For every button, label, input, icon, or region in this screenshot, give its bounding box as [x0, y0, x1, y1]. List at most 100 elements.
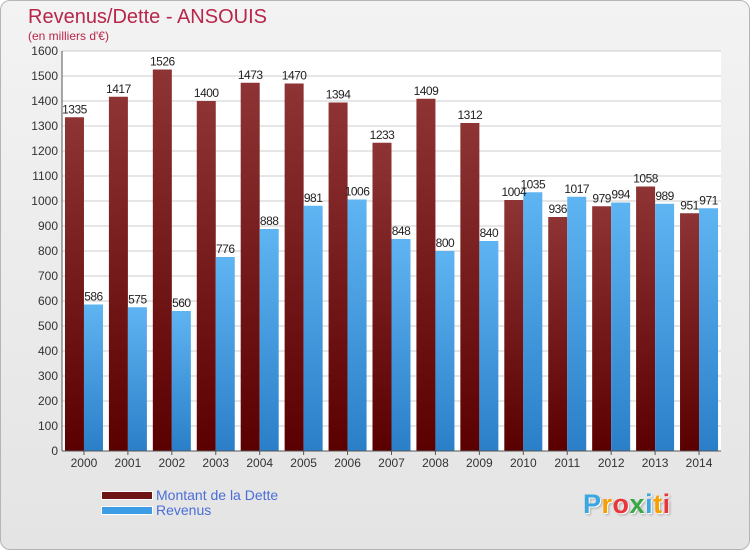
logo-letter: r: [601, 489, 613, 519]
data-label-revenus: 971: [699, 193, 718, 207]
bar-revenus: [303, 205, 323, 451]
bar-dette: [592, 206, 612, 451]
bar-revenus: [567, 196, 587, 451]
data-label-revenus: 776: [216, 242, 235, 256]
y-tick-label: 1500: [31, 69, 58, 83]
data-label-revenus: 981: [304, 191, 323, 205]
x-tick-label: 2014: [686, 456, 713, 470]
x-tick-label: 2008: [422, 456, 449, 470]
data-label-revenus: 840: [480, 226, 499, 240]
bar-dette: [680, 213, 700, 451]
y-tick-label: 100: [38, 419, 58, 433]
y-tick-label: 900: [38, 219, 58, 233]
bar-dette: [328, 102, 348, 451]
bar-revenus: [435, 251, 455, 451]
bar-dette: [636, 186, 656, 451]
y-tick-label: 300: [38, 369, 58, 383]
legend-swatch-revenus: [101, 506, 153, 515]
x-tick-label: 2007: [378, 456, 405, 470]
logo-letter: i: [645, 489, 654, 519]
y-tick-label: 800: [38, 244, 58, 258]
proxiti-logo: Proxiti: [583, 489, 671, 520]
y-tick-label: 1300: [31, 119, 58, 133]
bar-revenus: [523, 192, 543, 451]
x-tick-label: 2000: [71, 456, 98, 470]
logo-letter: i: [662, 489, 671, 519]
y-tick-label: 1100: [32, 169, 58, 183]
legend-label-dette: Montant de la Dette: [156, 487, 279, 503]
bar-dette: [152, 69, 172, 451]
data-label-revenus: 888: [260, 214, 279, 228]
bar-revenus: [479, 241, 499, 451]
x-tick-label: 2004: [246, 456, 273, 470]
bar-dette: [108, 96, 128, 451]
bar-revenus: [391, 239, 411, 451]
x-tick-label: 2010: [510, 456, 537, 470]
data-label-dette: 1400: [194, 86, 220, 100]
data-label-dette: 1394: [326, 88, 352, 102]
data-label-revenus: 1006: [345, 185, 371, 199]
y-tick-label: 400: [38, 344, 58, 358]
x-tick-label: 2005: [290, 456, 317, 470]
chart-title: Revenus/Dette - ANSOUIS: [28, 6, 267, 28]
data-label-dette: 1470: [282, 69, 308, 83]
data-label-revenus: 989: [655, 189, 674, 203]
y-tick-label: 1400: [31, 94, 58, 108]
x-tick-label: 2011: [554, 456, 580, 470]
x-tick-label: 2006: [334, 456, 361, 470]
y-tick-label: 600: [38, 294, 58, 308]
logo-letter: P: [583, 489, 602, 519]
x-tick-label: 2001: [115, 456, 142, 470]
bar-revenus: [127, 307, 147, 451]
y-tick-label: 1600: [31, 44, 58, 58]
x-tick-label: 2009: [466, 456, 493, 470]
data-label-revenus: 800: [436, 236, 455, 250]
x-tick-label: 2013: [642, 456, 669, 470]
bar-dette: [504, 200, 524, 451]
y-tick-label: 200: [38, 394, 58, 408]
data-label-revenus: 586: [84, 290, 103, 304]
logo-letter: t: [653, 489, 663, 519]
bar-dette: [548, 217, 568, 451]
x-tick-label: 2003: [202, 456, 229, 470]
bar-dette: [372, 142, 392, 451]
data-label-dette: 1004: [501, 185, 527, 199]
legend-label-revenus: Revenus: [156, 502, 212, 518]
data-label-dette: 1526: [150, 55, 176, 69]
y-tick-label: 0: [51, 444, 58, 458]
bar-revenus: [611, 202, 631, 451]
data-label-dette: 951: [680, 198, 699, 212]
data-label-dette: 1335: [62, 102, 88, 116]
data-label-revenus: 994: [611, 188, 630, 202]
bar-revenus: [655, 203, 675, 451]
bar-revenus: [171, 311, 191, 451]
bar-dette: [240, 82, 260, 451]
bar-dette: [460, 123, 480, 451]
y-tick-label: 1200: [31, 144, 58, 158]
bar-revenus: [347, 199, 367, 451]
y-tick-label: 700: [38, 269, 58, 283]
chart-subtitle: (en milliers d'€): [28, 29, 109, 43]
data-label-dette: 1473: [238, 68, 264, 82]
x-tick-label: 2012: [598, 456, 625, 470]
bar-revenus: [83, 304, 103, 451]
data-label-dette: 1417: [106, 82, 132, 96]
logo-letter: o: [612, 489, 630, 519]
data-label-dette: 1409: [414, 84, 440, 98]
data-label-dette: 1058: [633, 172, 659, 186]
logo-letter: x: [629, 489, 646, 519]
data-label-revenus: 1035: [520, 177, 546, 191]
y-tick-label: 500: [38, 319, 58, 333]
data-label-dette: 1312: [458, 108, 484, 122]
bar-dette: [64, 117, 84, 451]
bar-revenus: [215, 257, 235, 451]
x-tick-label: 2002: [158, 456, 185, 470]
data-label-dette: 1233: [370, 128, 396, 142]
data-label-revenus: 848: [392, 224, 411, 238]
y-tick-label: 1000: [31, 194, 58, 208]
data-label-dette: 936: [548, 202, 567, 216]
data-label-dette: 979: [592, 191, 611, 205]
bar-revenus: [699, 208, 719, 451]
